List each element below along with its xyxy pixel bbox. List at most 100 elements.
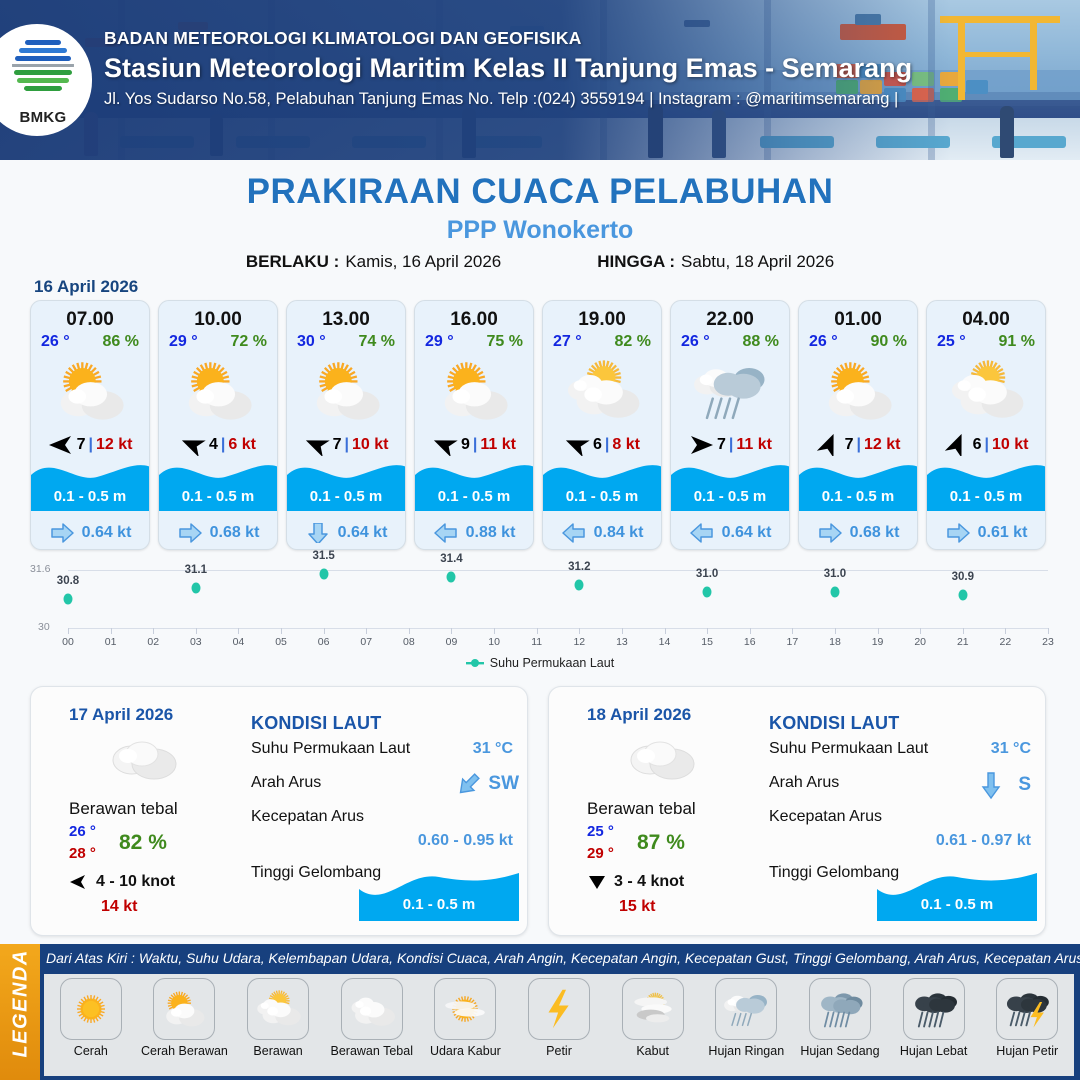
card-wind-direction: 7 [717,436,726,453]
chart-xtick [281,628,283,634]
card-current-value: 0.64 kt [81,524,132,541]
legend-item: Berawan Tebal [325,974,419,1076]
card-wave-graphic: 0.1 - 0.5 m [543,449,661,511]
day3-sea-conditions: KONDISI LAUT Suhu Permukaan Laut 31 °C A… [769,713,1037,892]
legend-item-icon-kabut [621,978,684,1040]
card-wind-direction: 9 [461,436,470,453]
chart-point [319,568,329,580]
day2-current-dir-value: SW [488,773,519,794]
card-temperature: 26 ° [809,333,838,350]
day3-humidity: 87 % [637,831,685,854]
day2-date: 17 April 2026 [69,705,174,724]
day2-current-speed-label: Kecepatan Arus [251,808,364,825]
card-wind: 7 | 12 kt [799,433,917,457]
current-direction-arrow-icon [460,773,481,794]
chart-point-label: 31.0 [695,567,719,580]
day3-weather-icon [609,733,719,787]
card-wave-graphic: 0.1 - 0.5 m [159,449,277,511]
legend-item-icon-udara-kabur [434,978,497,1040]
legend-item: Kabut [606,974,700,1076]
hourly-forecast-card: 13.00 30 ° 74 % 7 | 10 kt 0.1 - 0.5 m [286,300,406,550]
card-wind: 7 | 10 kt [287,433,405,457]
card-wind-separator: | [220,436,226,453]
page-subtitle: PPP Wonokerto [446,216,634,244]
card-wave-graphic: 0.1 - 0.5 m [415,449,533,511]
card-temperature: 30 ° [297,333,326,350]
chart-xtick-label: 14 [658,636,671,648]
card-time: 16.00 [450,309,498,330]
card-wave-graphic: 0.1 - 0.5 m [287,449,405,511]
chart-xtick [536,628,538,634]
day3-wave-label: Tinggi Gelombang [769,864,900,881]
legend-item-label: Hujan Ringan [708,1044,785,1058]
card-weather-icon [543,353,661,429]
chart-xtick-label: 12 [573,636,586,648]
card-humidity: 86 % [102,333,139,350]
card-wave-value: 0.1 - 0.5 m [693,488,767,505]
wind-direction-arrow-icon [589,876,605,889]
day3-current-speed-value: 0.61 - 0.97 kt [935,832,1031,849]
card-time: 10.00 [194,309,242,330]
hourly-forecast-card: 01.00 26 ° 90 % 7 | 12 kt 0.1 - 0.5 m [798,300,918,550]
day3-gust: 15 kt [619,898,656,915]
card-humidity: 90 % [870,333,907,350]
card-wind-separator: | [984,436,989,453]
card-time: 01.00 [834,309,882,330]
day2-temp-max: 28 ° [69,845,96,862]
valid-from-value: Kamis, 16 April 2026 [345,252,502,271]
chart-legend-label: Suhu Permukaan Laut [489,656,615,670]
station-name: Stasiun Meteorologi Maritim Kelas II Tan… [104,53,913,83]
card-gust: 12 kt [95,436,133,453]
legend-item-icon-hujan-lebat [902,978,965,1040]
legend-item-label: Kabut [636,1044,669,1058]
legend-item: Hujan Petir [980,974,1074,1076]
current-direction-arrow-icon [178,523,202,543]
chart-point [702,586,712,598]
card-time: 04.00 [962,309,1010,330]
card-wind-direction: 4 [209,436,218,453]
sst-chart: 31.6 30 00 01 02 03 04 05 06 07 08 09 10 11 12 13 14 15 16… [24,550,1056,680]
chart-xtick [451,628,453,634]
card-weather-icon [415,353,533,429]
chart-xtick [110,628,112,634]
chart-legend: Suhu Permukaan Laut [24,656,1056,670]
day2-humidity: 82 % [119,831,167,854]
chart-xtick-label: 18 [829,636,841,648]
card-time: 19.00 [578,309,626,330]
hourly-forecast-card: 04.00 25 ° 91 % 6 | 10 kt 0.1 - 0.5 m [926,300,1046,550]
chart-xtick [366,628,368,634]
card-wind-direction: 6 [593,436,602,453]
chart-point [574,579,584,590]
legend-items: Cerah Cerah Berawan Berawan Berawan Teba… [44,974,1074,1076]
day3-current-dir-value: S [1018,774,1031,795]
card-gust: 12 kt [863,436,901,453]
card-current: 0.64 kt [671,523,789,543]
legend-item-label: Hujan Petir [996,1044,1059,1058]
chart-point [63,593,73,605]
chart-xtick [664,628,666,634]
legend-side-text: LEGENDA [9,949,32,1058]
card-current-value: 0.61 kt [977,524,1028,541]
day2-wave-label: Tinggi Gelombang [251,864,382,881]
day3-current-speed-row: Kecepatan Arus 0.61 - 0.97 kt [769,808,1037,849]
chart-xtick-label: 06 [317,636,330,648]
legend-item-icon-berawan-tebal [340,978,403,1040]
chart-axis-bottom [68,628,1048,629]
card-wind-separator: | [472,436,478,453]
card-gust: 10 kt [991,436,1029,453]
card-weather-icon [671,353,789,429]
chart-xtick-label: 02 [147,636,160,648]
day2-panel: 17 April 2026 Berawan tebal 26 ° 28 ° 82… [30,686,528,936]
wind-direction-arrow-icon [691,436,713,454]
day2-wave-value: 0.1 - 0.5 m [402,896,476,913]
card-wind-separator: | [728,436,734,453]
chart-xtick [1048,628,1049,634]
legend-item-icon-hujan-ringan [715,978,778,1040]
wind-direction-arrow-icon [565,440,590,456]
legend-item-icon-berawan [247,978,310,1040]
chart-point-label: 31.2 [568,560,591,573]
wind-direction-arrow-icon [70,875,85,889]
chart-xtick-label: 21 [956,636,969,648]
chart-point-label: 30.9 [951,571,974,584]
day3-wind: 3 - 4 knot [587,873,684,891]
